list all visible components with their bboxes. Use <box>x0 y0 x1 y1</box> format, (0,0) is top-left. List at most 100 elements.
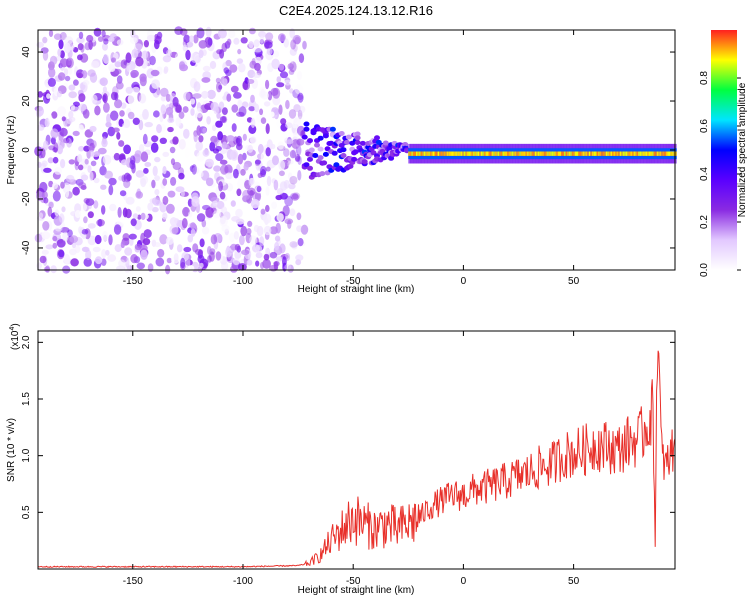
heatmap-cell <box>212 200 218 207</box>
heatmap-cell <box>196 27 205 39</box>
heatmap-cell <box>130 254 138 264</box>
heatmap-cell <box>230 265 238 273</box>
heatmap-cell <box>117 207 122 218</box>
heatmap-cell <box>74 245 81 254</box>
heatmap-cell <box>57 106 67 117</box>
heatmap-cell <box>347 163 354 169</box>
heatmap-cell <box>295 254 304 261</box>
heatmap-cell <box>593 151 597 156</box>
heatmap-cell <box>233 92 242 99</box>
heatmap-cell <box>242 152 247 161</box>
heatmap-cell <box>247 220 253 227</box>
heatmap-cell <box>193 34 199 44</box>
heatmap-cell <box>127 111 135 120</box>
heatmap-cell <box>119 110 125 117</box>
heatmap-cell <box>488 151 492 156</box>
heatmap-cell <box>287 172 293 180</box>
heatmap-cell <box>58 249 65 258</box>
heatmap-cell <box>100 184 107 190</box>
heatmap-cell <box>290 39 296 50</box>
heatmap-cell <box>285 82 291 90</box>
heatmap-cell <box>225 247 233 258</box>
heatmap-cell <box>218 101 225 110</box>
heatmap-cell <box>108 234 113 246</box>
heatmap-cell <box>93 200 99 209</box>
heatmap-cell <box>317 155 324 161</box>
heatmap-cell <box>237 178 245 190</box>
heatmap-cell <box>275 256 283 262</box>
heatmap-cell <box>297 109 303 120</box>
heatmap-cell <box>466 151 470 156</box>
heatmap-cell <box>292 132 300 138</box>
heatmap-cell <box>219 49 225 59</box>
heatmap-cell <box>123 144 131 155</box>
heatmap-cell <box>127 94 135 105</box>
heatmap-cell <box>94 105 101 116</box>
heatmap-cell <box>294 36 301 45</box>
heatmap-cell <box>194 248 204 256</box>
heatmap-cell <box>664 151 668 156</box>
heatmap-cell <box>135 170 145 178</box>
heatmap-cell <box>266 175 272 187</box>
colorbar-ticks: 0.0 0.2 0.4 0.6 0.8 <box>699 71 741 277</box>
heatmap-cell <box>265 247 270 255</box>
heatmap-cell <box>237 263 247 271</box>
heatmap-cell <box>154 40 160 50</box>
heatmap-cell <box>470 151 473 156</box>
heatmap-cell <box>156 124 162 134</box>
heatmap-cell <box>140 212 146 220</box>
heatmap-cell <box>143 229 152 239</box>
x-tick-label: -150 <box>123 576 143 587</box>
heatmap-cell <box>264 41 273 49</box>
heatmap-cell <box>193 81 201 92</box>
heatmap-cell <box>321 160 328 166</box>
heatmap-cell <box>298 53 305 64</box>
heatmap-cell <box>195 141 203 151</box>
heatmap-cell <box>54 167 62 175</box>
heatmap-cell <box>169 146 176 154</box>
heatmap-cell <box>38 212 44 219</box>
heatmap-cell <box>276 213 284 222</box>
heatmap-cell <box>183 91 191 101</box>
spectrogram-y-label: Frequency (Hz) <box>6 116 17 185</box>
heatmap-cell <box>219 159 228 165</box>
heatmap-cell <box>442 151 446 156</box>
heatmap-cell <box>661 151 665 156</box>
x-tick-label: 50 <box>568 576 580 587</box>
heatmap-cell <box>231 104 239 113</box>
heatmap-cell <box>174 26 183 35</box>
heatmap-cell <box>279 63 285 71</box>
heatmap-cell <box>108 36 115 43</box>
heatmap-cell <box>221 224 230 232</box>
heatmap-cell <box>56 90 63 98</box>
heatmap-cell <box>42 221 50 231</box>
heatmap-cell <box>431 151 435 156</box>
heatmap-cell <box>233 168 239 179</box>
heatmap-cell <box>243 163 249 171</box>
snr-frame <box>37 330 676 570</box>
heatmap-cell <box>296 225 303 232</box>
heatmap-cell <box>225 69 232 77</box>
heatmap-cell <box>84 158 89 165</box>
heatmap-cell <box>78 93 86 103</box>
heatmap-cell <box>288 69 295 75</box>
heatmap-cell <box>300 224 309 235</box>
heatmap-cell <box>285 157 291 165</box>
heatmap-cell <box>114 99 123 109</box>
heatmap-cell <box>266 47 273 56</box>
heatmap-cell <box>167 126 174 133</box>
heatmap-cell <box>104 170 113 179</box>
heatmap-cell <box>340 147 347 153</box>
heatmap-cell <box>63 68 69 76</box>
heatmap-cell <box>653 151 657 156</box>
heatmap-cell <box>254 244 263 253</box>
heatmap-cell <box>263 253 270 261</box>
heatmap-cell <box>279 92 287 100</box>
heatmap-cell <box>77 124 84 133</box>
heatmap-cell <box>92 246 101 253</box>
heatmap-cell <box>73 79 79 86</box>
heatmap-cell <box>215 153 224 162</box>
heatmap-cell <box>230 149 239 161</box>
heatmap-cell <box>302 40 307 50</box>
heatmap-cell <box>254 103 260 113</box>
